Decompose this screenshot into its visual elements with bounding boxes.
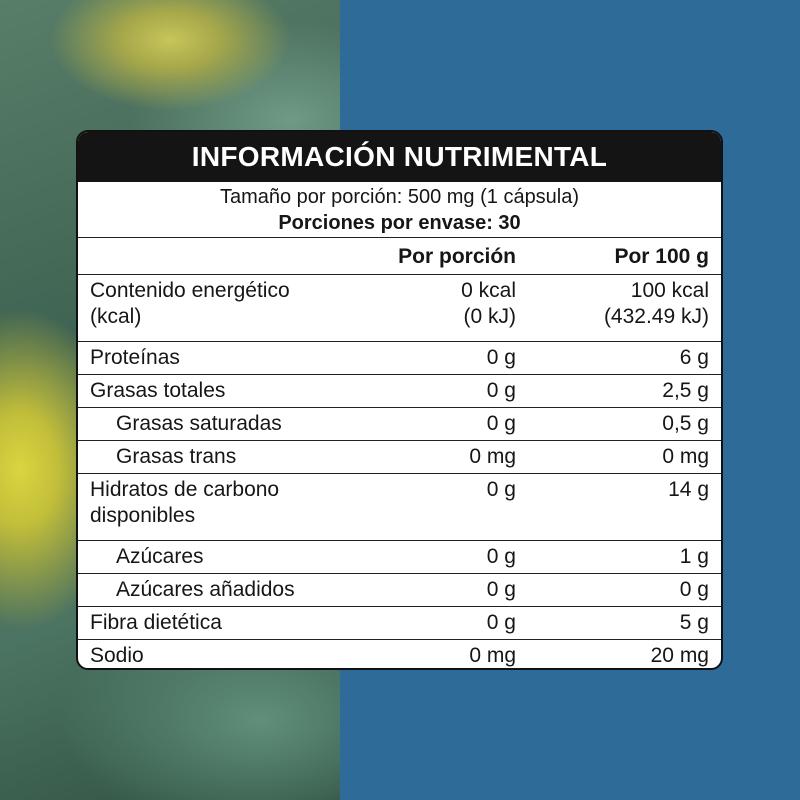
per-100g-value: 20 mg [528, 639, 721, 668]
per-serving-value: 0 mg [358, 440, 528, 474]
per-100g-value: 100 kcal (432.49 kJ) [528, 274, 721, 342]
nutrition-facts-label: INFORMACIÓN NUTRIMENTAL Tamaño por porci… [76, 130, 723, 670]
table-row: Grasas saturadas 0 g 0,5 g [78, 407, 721, 441]
table-row: Azúcares 0 g 1 g [78, 540, 721, 574]
per-100g-value: 6 g [528, 341, 721, 375]
table-header-row: Por porción Por 100 g [78, 238, 721, 275]
nutrient-name: Sodio [78, 639, 358, 668]
nutrient-name: Contenido energético (kcal) [78, 274, 358, 342]
per-serving-value: 0 g [358, 573, 528, 607]
table-row: Proteínas 0 g 6 g [78, 341, 721, 375]
table-row: Contenido energético (kcal) 0 kcal (0 kJ… [78, 274, 721, 342]
label-title: INFORMACIÓN NUTRIMENTAL [78, 132, 721, 182]
nutrient-name: Azúcares añadidos [78, 573, 358, 607]
nutrient-name: Fibra dietética [78, 606, 358, 640]
per-100g-value: 2,5 g [528, 374, 721, 408]
per-serving-value: 0 mg [358, 639, 528, 668]
nutrient-name: Hidratos de carbono disponibles [78, 473, 358, 541]
per-100g-value: 0,5 g [528, 407, 721, 441]
table-row: Fibra dietética 0 g 5 g [78, 606, 721, 640]
per-serving-value: 0 g [358, 407, 528, 441]
per-serving-value: 0 g [358, 341, 528, 375]
per-100g-value: 0 mg [528, 440, 721, 474]
nutrient-name: Grasas trans [78, 440, 358, 474]
per-100g-value: 0 g [528, 573, 721, 607]
per-100g-value: 14 g [528, 473, 721, 541]
per-serving-value: 0 kcal (0 kJ) [358, 274, 528, 342]
table-row: Sodio 0 mg 20 mg [78, 639, 721, 668]
servings-per-container: Porciones por envase: 30 [278, 212, 521, 234]
header-nutrient [78, 238, 358, 275]
per-100g-value: 5 g [528, 606, 721, 640]
serving-size: Tamaño por porción: 500 mg (1 cápsula) [219, 186, 580, 208]
per-100g-value: 1 g [528, 540, 721, 574]
nutrient-name: Proteínas [78, 341, 358, 375]
per-serving-value: 0 g [358, 473, 528, 541]
nutrient-name: Grasas saturadas [78, 407, 358, 441]
table-row: Hidratos de carbono disponibles 0 g 14 g [78, 473, 721, 541]
per-serving-value: 0 g [358, 540, 528, 574]
per-serving-value: 0 g [358, 374, 528, 408]
serving-info: Tamaño por porción: 500 mg (1 cápsula) P… [78, 182, 721, 238]
nutrition-table: Por porción Por 100 g Contenido energéti… [78, 238, 721, 668]
header-per-100g: Por 100 g [528, 238, 721, 275]
per-serving-value: 0 g [358, 606, 528, 640]
table-row: Grasas totales 0 g 2,5 g [78, 374, 721, 408]
nutrient-name: Grasas totales [78, 374, 358, 408]
table-row: Azúcares añadidos 0 g 0 g [78, 573, 721, 607]
header-per-serving: Por porción [358, 238, 528, 275]
table-row: Grasas trans 0 mg 0 mg [78, 440, 721, 474]
nutrient-name: Azúcares [78, 540, 358, 574]
